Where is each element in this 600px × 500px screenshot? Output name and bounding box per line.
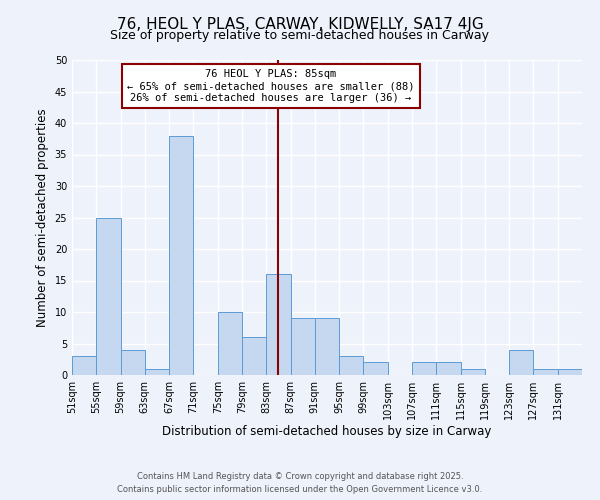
Bar — [121, 350, 145, 375]
Bar — [509, 350, 533, 375]
Text: Size of property relative to semi-detached houses in Carway: Size of property relative to semi-detach… — [110, 29, 490, 42]
Bar — [218, 312, 242, 375]
Bar — [558, 368, 582, 375]
X-axis label: Distribution of semi-detached houses by size in Carway: Distribution of semi-detached houses by … — [163, 425, 491, 438]
Bar — [169, 136, 193, 375]
Bar — [315, 318, 339, 375]
Text: Contains HM Land Registry data © Crown copyright and database right 2025.
Contai: Contains HM Land Registry data © Crown c… — [118, 472, 482, 494]
Bar — [533, 368, 558, 375]
Bar — [266, 274, 290, 375]
Y-axis label: Number of semi-detached properties: Number of semi-detached properties — [36, 108, 49, 327]
Bar — [436, 362, 461, 375]
Bar — [364, 362, 388, 375]
Bar — [339, 356, 364, 375]
Text: 76 HEOL Y PLAS: 85sqm
← 65% of semi-detached houses are smaller (88)
26% of semi: 76 HEOL Y PLAS: 85sqm ← 65% of semi-deta… — [127, 70, 415, 102]
Bar — [145, 368, 169, 375]
Bar — [461, 368, 485, 375]
Bar — [96, 218, 121, 375]
Bar — [242, 337, 266, 375]
Bar — [412, 362, 436, 375]
Text: 76, HEOL Y PLAS, CARWAY, KIDWELLY, SA17 4JG: 76, HEOL Y PLAS, CARWAY, KIDWELLY, SA17 … — [116, 18, 484, 32]
Bar — [72, 356, 96, 375]
Bar — [290, 318, 315, 375]
